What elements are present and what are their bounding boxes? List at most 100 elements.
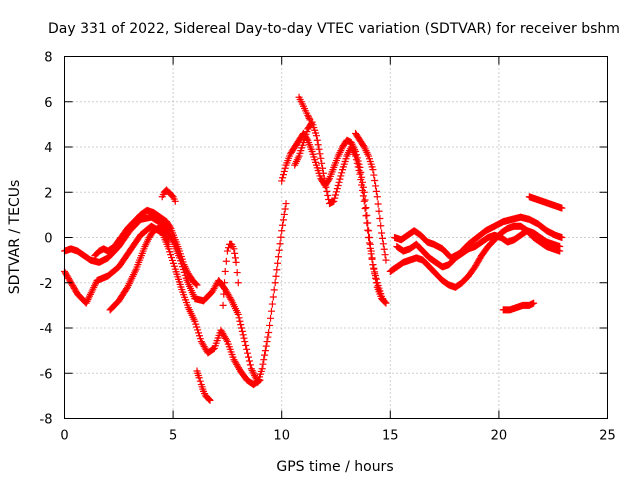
data-point [270,286,278,294]
data-point [279,221,287,229]
data-point [266,321,274,329]
data-point [259,360,267,368]
data-point [314,141,322,149]
data-point [279,171,287,179]
data-point [261,351,269,359]
series-track-d [106,224,173,314]
y-tick-label: 2 [44,186,52,201]
data-point [556,243,564,251]
data-point [305,114,313,122]
data-point [558,204,566,212]
data-point [315,145,323,153]
data-point [319,164,327,172]
data-point [319,169,327,177]
data-point [280,210,288,218]
data-point [227,295,235,303]
series-track-f [193,367,214,404]
data-point [312,132,320,140]
data-point [363,219,371,227]
data-point [378,234,386,242]
data-point [381,298,389,306]
data-point [313,136,321,144]
data-point [267,307,275,315]
data-point [267,314,275,322]
data-point [337,172,345,180]
series-track-j [295,93,314,124]
data-point [317,154,325,162]
data-point [263,338,271,346]
y-tick-label: 4 [44,141,52,156]
data-point [281,164,289,172]
data-point [245,357,253,365]
data-point [265,329,273,337]
series-track-a [61,200,290,386]
data-point [232,258,240,266]
data-point [371,268,379,276]
series-track-p [525,193,566,212]
data-point [365,234,373,241]
data-point [196,377,204,385]
data-point [171,197,179,205]
data-point [280,167,288,175]
data-point [361,196,369,204]
x-tick-label: 25 [599,429,616,444]
data-point [377,222,385,230]
data-point [219,301,227,309]
data-point [281,205,289,213]
data-point [220,290,228,298]
data-point [304,113,312,121]
data-point [221,279,229,287]
series-track-k [352,129,390,264]
data-point [195,374,203,382]
data-point [248,366,256,374]
data-point [380,245,388,253]
data-point [366,244,374,252]
data-point [330,197,338,205]
series-track-h [278,129,390,307]
data-point [262,342,270,350]
data-point [244,349,252,357]
data-point [193,281,201,289]
data-point [230,245,238,253]
data-point [251,372,259,380]
data-point [246,361,254,369]
chart-title: Day 331 of 2022, Sidereal Day-to-day VTE… [48,21,620,37]
data-point [221,267,229,275]
series-track-n [393,227,564,271]
data-point [162,232,170,240]
data-point [353,159,361,167]
data-point [372,275,380,283]
data-point [223,247,231,255]
data-point [336,175,344,183]
data-point [237,321,245,329]
data-point [368,255,376,263]
data-point [244,353,252,361]
series-track-i [291,118,388,305]
data-point [360,188,368,196]
data-point [372,182,380,190]
series-track-o [499,299,538,314]
data-point [166,223,174,231]
data-point [369,261,377,269]
data-point [243,345,251,353]
data-point [333,185,341,193]
data-point [222,336,230,344]
data-point [359,192,367,200]
data-point [371,176,379,184]
data-point [271,279,279,287]
data-point [272,272,280,280]
data-point [306,116,314,124]
data-point [165,238,173,246]
data-point [358,181,366,189]
data-point [322,183,330,191]
data-point [316,150,324,158]
data-point [269,293,277,301]
data-point [304,111,312,119]
data-point [372,272,380,280]
x-axis-title: GPS time / hours [276,459,393,475]
data-point [238,324,246,332]
data-point [264,333,272,341]
data-point [334,181,342,189]
data-point [372,187,380,195]
data-point [370,264,378,272]
